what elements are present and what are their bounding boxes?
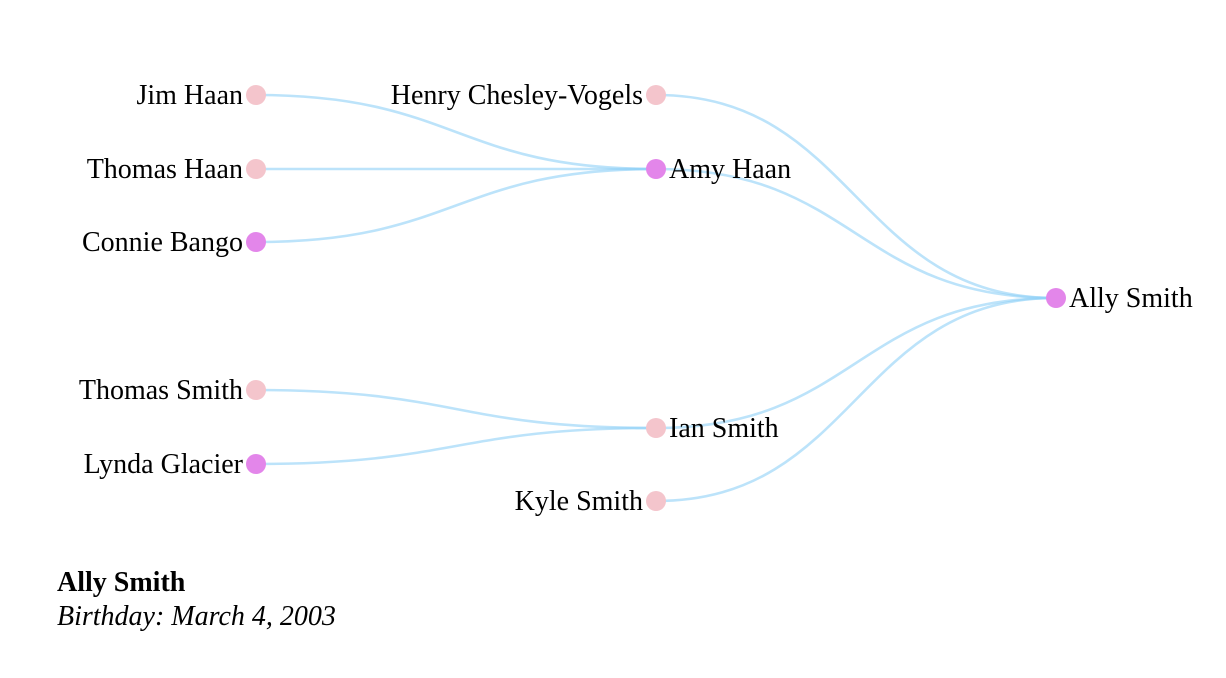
person-node-circle[interactable] — [246, 454, 266, 474]
person-node-label: Amy Haan — [669, 154, 791, 185]
person-node-connie[interactable]: Connie Bango — [82, 227, 266, 258]
link-ally-amy — [655, 167, 1057, 300]
person-node-circle[interactable] — [646, 418, 666, 438]
person-node-label: Henry Chesley-Vogels — [391, 80, 643, 111]
person-node-circle[interactable] — [646, 159, 666, 179]
person-node-label: Connie Bango — [82, 227, 243, 258]
link-amy-jim — [255, 93, 657, 171]
person-node-circle[interactable] — [646, 491, 666, 511]
person-node-lynda[interactable]: Lynda Glacier — [84, 449, 266, 480]
selected-person-name: Ally Smith — [57, 567, 186, 598]
person-node-jim[interactable]: Jim Haan — [136, 80, 266, 111]
person-node-ian[interactable]: Ian Smith — [646, 413, 779, 444]
selected-person-birthday: Birthday: March 4, 2003 — [57, 601, 336, 632]
person-node-henry[interactable]: Henry Chesley-Vogels — [391, 80, 666, 111]
person-node-label: Thomas Smith — [79, 375, 243, 406]
person-node-label: Lynda Glacier — [84, 449, 244, 480]
nodes-layer: Ally Smith Amy Haan Henry Chesley-Vogels Ia… — [79, 80, 1193, 517]
person-node-label: Jim Haan — [136, 80, 243, 111]
person-node-circle[interactable] — [246, 85, 266, 105]
person-node-circle[interactable] — [646, 85, 666, 105]
person-node-circle[interactable] — [246, 380, 266, 400]
person-node-label: Kyle Smith — [515, 486, 643, 517]
person-node-kyle[interactable]: Kyle Smith — [515, 486, 666, 517]
selected-person-info: Ally Smith Birthday: March 4, 2003 — [57, 566, 336, 634]
person-node-label: Ally Smith — [1069, 283, 1193, 314]
person-node-thomash[interactable]: Thomas Haan — [87, 154, 266, 185]
link-ian-lynda — [255, 426, 657, 466]
link-ally-ian — [655, 296, 1057, 430]
links-layer — [255, 93, 1057, 503]
link-ian-thomass — [255, 388, 657, 430]
person-node-circle[interactable] — [246, 232, 266, 252]
person-node-thomass[interactable]: Thomas Smith — [79, 375, 266, 406]
link-ally-kyle — [655, 296, 1057, 503]
link-ally-henry — [655, 93, 1057, 300]
person-node-label: Thomas Haan — [87, 154, 243, 185]
person-node-amy[interactable]: Amy Haan — [646, 154, 791, 185]
person-node-label: Ian Smith — [669, 413, 779, 444]
link-amy-connie — [255, 167, 657, 244]
person-node-circle[interactable] — [246, 159, 266, 179]
person-node-circle[interactable] — [1046, 288, 1066, 308]
person-node-ally[interactable]: Ally Smith — [1046, 283, 1193, 314]
